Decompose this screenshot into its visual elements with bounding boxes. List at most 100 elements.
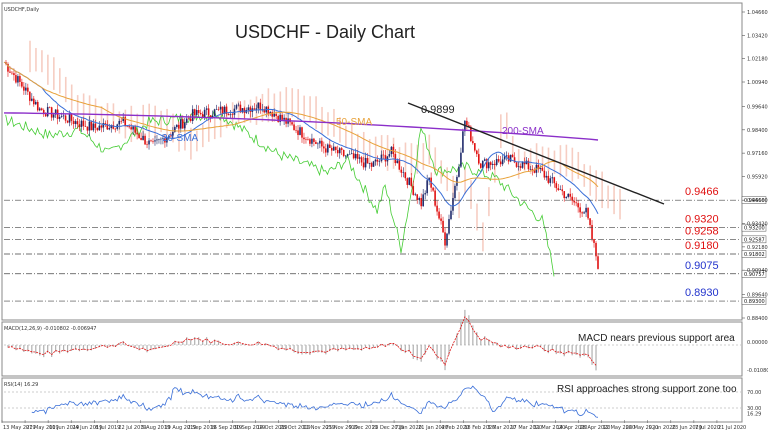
date-label: 21 Jul 2020	[718, 425, 746, 431]
candle-body	[563, 191, 566, 199]
candle-body	[344, 155, 347, 157]
date-label: 17 Mar 2020	[510, 425, 542, 431]
candle-body	[94, 123, 97, 128]
candle-body	[507, 155, 510, 162]
candle-body	[418, 198, 421, 200]
date-label: 3 Mar 2020	[487, 425, 516, 431]
candle-body	[454, 185, 456, 199]
candle-body	[259, 102, 262, 110]
candle-body	[9, 71, 11, 73]
price-box-label: 0.89300	[744, 299, 765, 305]
price-axis-label: 0.98400	[747, 128, 768, 134]
candle-body	[40, 108, 43, 110]
candle-body	[170, 135, 172, 137]
candle-body	[156, 139, 158, 141]
candle-body	[60, 116, 63, 117]
date-label: 22 Jul 2019	[118, 425, 146, 431]
candle-body	[84, 126, 87, 127]
candle-body	[557, 188, 560, 191]
candle-body	[350, 153, 353, 155]
price-axis-label: 0.95920	[747, 174, 768, 180]
macd-axis-label: 0.00000	[747, 340, 768, 346]
candle-body	[416, 194, 419, 200]
candle-body	[110, 125, 113, 129]
candle-body	[191, 109, 194, 121]
candle-body	[384, 155, 387, 162]
date-label: 28 Oct 2019	[280, 425, 311, 431]
level-label: 0.9075	[685, 260, 719, 272]
candle-body	[400, 169, 403, 173]
price-box	[741, 223, 767, 232]
candle-body	[29, 91, 31, 101]
date-label: 28 Apr 2020	[580, 425, 611, 431]
level-label: 0.9258	[685, 225, 719, 237]
level-label: 0.8930	[685, 287, 719, 299]
candle-body	[478, 154, 480, 164]
candle-body	[275, 113, 277, 116]
candle-body	[444, 232, 446, 246]
price-axis-label: 0.93420	[747, 222, 768, 228]
candle-body	[348, 154, 351, 155]
candle-body	[460, 152, 462, 167]
level-label: 0.9180	[685, 240, 719, 252]
candle-body	[112, 125, 115, 129]
date-label: 23 Jun 2020	[672, 425, 702, 431]
candle-body	[428, 177, 430, 181]
date-label: 14 Oct 2019	[257, 425, 288, 431]
trendline	[407, 102, 665, 205]
date-label: 16 Sep 2019	[211, 425, 243, 431]
candle-body	[327, 144, 329, 153]
candle-body	[183, 122, 186, 129]
candle-body	[378, 160, 381, 162]
sma20-label: 20-SMA	[162, 133, 198, 144]
candle-body	[197, 110, 200, 113]
candle-body	[424, 193, 426, 195]
candle-body	[23, 86, 25, 91]
date-label: 7 Jan 2020	[395, 425, 422, 431]
rsi-label: RSI(14) 16.29	[4, 382, 38, 388]
candle-body	[225, 106, 228, 114]
candle-body	[531, 169, 534, 171]
date-label: 30 Sep 2019	[234, 425, 266, 431]
candle-body	[573, 200, 575, 203]
price-axis-label: 0.88400	[747, 316, 768, 322]
candle-body	[529, 169, 532, 170]
candle-body	[311, 138, 313, 144]
candle-body	[458, 166, 460, 177]
candle-body	[396, 160, 399, 164]
macd-axis-label: -0.010802	[747, 368, 768, 374]
candle-body	[180, 119, 182, 129]
candle-body	[483, 159, 486, 161]
candle-body	[21, 81, 23, 87]
sma50-line	[3, 61, 599, 188]
candle-body	[470, 126, 472, 142]
date-label: 18 Feb 2020	[464, 425, 495, 431]
candle-body	[237, 104, 240, 106]
candle-body	[52, 114, 55, 118]
candle-body	[336, 150, 339, 154]
candle-body	[293, 124, 295, 131]
candle-body	[178, 124, 180, 129]
candle-body	[380, 154, 383, 161]
candle-body	[207, 108, 210, 116]
price-axis-label: 0.97160	[747, 151, 768, 157]
candle-body	[277, 115, 279, 122]
candle-body	[128, 126, 130, 128]
candle-body	[362, 162, 365, 168]
candle-body	[142, 135, 144, 140]
peak-label: 0.9899	[421, 104, 455, 116]
candle-body	[68, 114, 71, 123]
rsi-panel-frame	[1, 377, 743, 423]
support-levels: 0.9466 0.94660 0.9320 0.93200 0.9258 0.92587 0…	[4, 186, 767, 305]
candle-body	[545, 175, 548, 178]
date-label: 7 Jul 2020	[695, 425, 720, 431]
date-label: 13 May 2019	[3, 425, 36, 431]
candle-body	[34, 101, 37, 105]
rsi-line	[31, 385, 599, 418]
candle-body	[229, 114, 232, 116]
candle-body	[44, 114, 47, 117]
candle-body	[164, 138, 166, 143]
candle-body	[257, 102, 260, 109]
